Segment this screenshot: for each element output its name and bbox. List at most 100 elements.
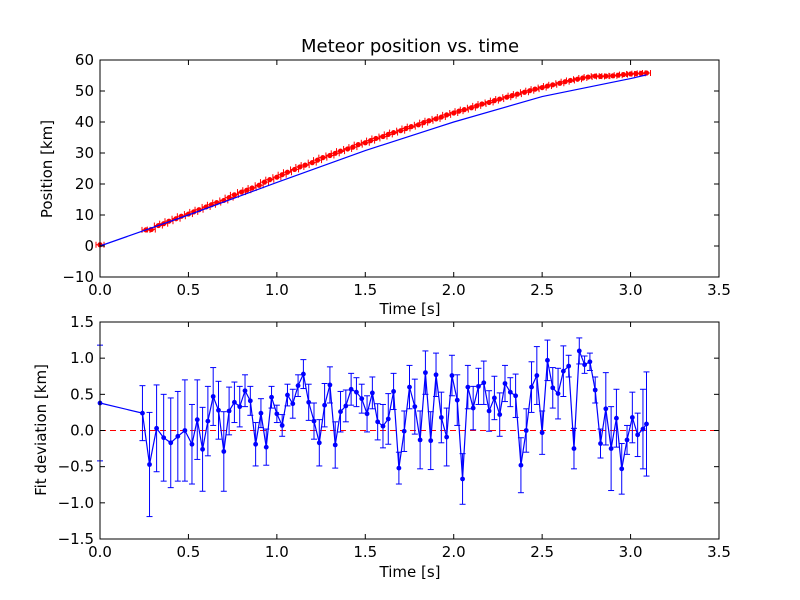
data-point	[566, 363, 572, 369]
data-point	[261, 179, 268, 185]
data-point	[403, 125, 409, 132]
y-axis-label: Position [km]	[38, 120, 56, 218]
data-point	[497, 412, 503, 417]
data-point	[300, 371, 306, 377]
data-point	[247, 398, 253, 404]
data-point	[592, 73, 598, 79]
x-tick-label: 2.0	[442, 543, 466, 561]
data-point	[476, 383, 481, 389]
data-point	[421, 120, 427, 126]
data-point	[320, 155, 326, 161]
y-tick-label: −1.0	[58, 494, 94, 512]
data-point	[428, 438, 434, 444]
data-point	[327, 152, 333, 159]
data-point	[597, 73, 604, 80]
data-point	[205, 418, 211, 424]
data-point	[433, 116, 439, 122]
data-point	[638, 70, 644, 76]
fit-deviation-chart: Time [s] Fit deviation [km] 0.0 0.5 1.0 1.5…	[32, 313, 731, 581]
data-point	[644, 421, 649, 427]
data-point	[316, 440, 322, 446]
data-point	[161, 435, 167, 441]
data-point	[461, 107, 467, 113]
data-point	[557, 80, 563, 86]
data-point	[290, 401, 296, 407]
data-point	[438, 415, 444, 420]
data-point	[284, 169, 291, 175]
data-point	[314, 157, 321, 163]
data-point	[585, 74, 591, 80]
y-tick-label: 0.5	[70, 385, 94, 403]
data-point	[474, 103, 480, 109]
x-tick-label: 3.5	[707, 543, 731, 561]
data-point	[550, 385, 556, 391]
data-point	[232, 399, 237, 405]
data-point	[521, 89, 528, 95]
data-point	[338, 409, 343, 415]
y-tick-label: −0.5	[58, 458, 94, 476]
data-point	[309, 160, 315, 166]
y-ticks: −10 0 10 20 30 40 50 60	[62, 51, 719, 286]
data-point	[539, 84, 545, 91]
data-point	[633, 71, 639, 77]
data-point	[364, 411, 370, 417]
data-point	[460, 476, 465, 482]
data-point	[426, 118, 432, 124]
fit-line-path	[99, 74, 647, 247]
data-point	[491, 395, 497, 401]
data-point	[168, 440, 174, 446]
fit-line	[99, 74, 647, 247]
data-point	[470, 405, 476, 411]
data-point	[258, 410, 264, 416]
data-point	[509, 93, 515, 99]
x-tick-label: 0.5	[176, 281, 200, 299]
data-point	[311, 418, 317, 424]
data-point	[380, 423, 386, 429]
data-point	[332, 150, 338, 156]
data-point	[518, 462, 524, 468]
data-point	[412, 404, 418, 410]
data-point	[140, 410, 145, 416]
data-point	[502, 381, 508, 386]
data-point	[643, 70, 650, 76]
y-tick-label: 30	[75, 144, 94, 162]
data-point	[514, 91, 520, 97]
data-point	[640, 426, 646, 432]
data-point	[417, 437, 423, 443]
data-point	[332, 442, 338, 448]
data-point	[267, 177, 273, 183]
data-point	[154, 425, 159, 431]
data-point	[350, 144, 356, 150]
data-point	[238, 189, 245, 195]
data-point	[274, 411, 280, 417]
data-point	[390, 129, 397, 136]
data-point	[302, 162, 308, 168]
data-point	[408, 124, 414, 130]
data-point	[348, 386, 354, 392]
x-tick-label: 2.5	[530, 543, 554, 561]
data-point	[614, 415, 619, 421]
data-point	[398, 128, 404, 134]
x-axis-label: Time [s]	[379, 563, 441, 581]
data-point	[624, 437, 630, 443]
data-point	[369, 390, 375, 396]
data-point	[216, 407, 221, 413]
position-vs-time-chart: Meteor position vs. time Time [s] Positi…	[38, 36, 731, 318]
data-point	[610, 73, 616, 79]
x-axis-label: Time [s]	[379, 300, 441, 318]
data-point	[306, 399, 312, 405]
data-point	[497, 96, 503, 102]
x-tick-label: 1.5	[353, 543, 377, 561]
data-point	[529, 384, 534, 390]
data-point	[415, 122, 421, 128]
data-point	[256, 182, 262, 188]
data-point	[468, 105, 474, 111]
data-point	[615, 72, 621, 78]
data-point	[380, 133, 386, 140]
data-point	[249, 185, 255, 191]
y-tick-label: 1.5	[70, 313, 94, 331]
data-point	[274, 174, 280, 180]
data-point	[580, 75, 586, 81]
data-point	[465, 384, 471, 390]
